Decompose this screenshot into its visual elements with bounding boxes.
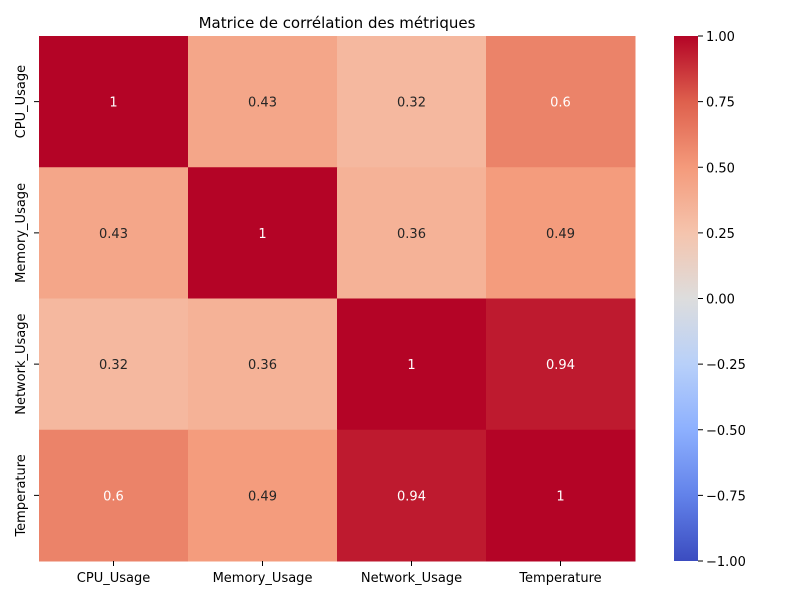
heatmap-cell	[39, 36, 189, 168]
heatmap-cell	[486, 429, 636, 562]
colorbar	[674, 36, 698, 561]
y-tick-label: Memory_Usage	[14, 183, 29, 283]
heatmap-cell	[39, 167, 189, 299]
cell-annotation: 0.49	[546, 227, 575, 242]
heatmap-cell	[188, 429, 338, 562]
y-axis: CPU_Usage Memory_Usage Network_Usage Temper…	[14, 65, 39, 538]
heatmap-cell	[337, 167, 487, 299]
heatmap-cell	[486, 167, 636, 299]
cell-annotation: 1	[407, 358, 415, 373]
cell-annotation: 1	[556, 489, 564, 504]
colorbar-tick-label: 0.00	[706, 293, 735, 308]
colorbar-tick-label: 0.25	[706, 227, 735, 242]
cell-annotation: 0.6	[103, 489, 124, 504]
cell-annotation: 0.43	[99, 227, 128, 242]
colorbar-tick-label: 0.75	[706, 96, 735, 111]
chart-title: Matrice de corrélation des métriques	[199, 14, 476, 32]
x-tick-label: Memory_Usage	[213, 571, 313, 586]
heatmap-cell	[337, 298, 487, 431]
cell-annotation: 1	[109, 96, 117, 111]
heatmap-cells	[39, 36, 636, 562]
cell-annotation: 0.43	[248, 96, 277, 111]
cell-annotation: 0.6	[550, 96, 571, 111]
heatmap-cell	[39, 298, 189, 431]
cell-annotation: 0.49	[248, 489, 277, 504]
cell-annotation: 0.32	[99, 358, 128, 373]
y-tick-label: Network_Usage	[14, 313, 29, 414]
colorbar-tick-label: 1.00	[706, 30, 735, 45]
cell-annotation: 0.94	[397, 489, 426, 504]
cell-annotation: 1	[258, 227, 266, 242]
colorbar-tick-label: 0.50	[706, 161, 735, 176]
heatmap-cell	[39, 429, 189, 562]
x-axis: CPU_Usage Memory_Usage Network_Usage Temper…	[77, 561, 602, 586]
cell-annotation: 0.32	[397, 96, 426, 111]
y-tick-label: CPU_Usage	[14, 65, 29, 138]
cell-annotation: 0.36	[248, 358, 277, 373]
heatmap-cell	[337, 429, 487, 562]
heatmap-cell	[188, 167, 338, 299]
x-tick-label: Network_Usage	[361, 571, 462, 586]
cell-annotation: 0.94	[546, 358, 575, 373]
heatmap-cell	[486, 298, 636, 431]
colorbar-tick-label: −0.50	[706, 424, 746, 439]
heatmap-cell	[486, 36, 636, 168]
x-tick-label: Temperature	[518, 571, 601, 586]
colorbar-ticks: 1.00 0.75 0.50 0.25 0.00 −0.25 −0.50 −0.75 −1.00	[698, 30, 746, 570]
heatmap-cell	[188, 298, 338, 431]
heatmap-cell	[188, 36, 338, 168]
colorbar-tick-label: −1.00	[706, 555, 746, 570]
colorbar-tick-label: −0.25	[706, 358, 746, 373]
x-tick-label: CPU_Usage	[77, 571, 150, 586]
y-tick-label: Temperature	[14, 454, 29, 537]
colorbar-tick-label: −0.75	[706, 489, 746, 504]
heatmap-annotations: 1 0.43 0.32 0.6 0.43 1 0.36 0.49 0.32 0.36 1 0.94 0.…	[99, 96, 575, 505]
heatmap-cell	[337, 36, 487, 168]
cell-annotation: 0.36	[397, 227, 426, 242]
